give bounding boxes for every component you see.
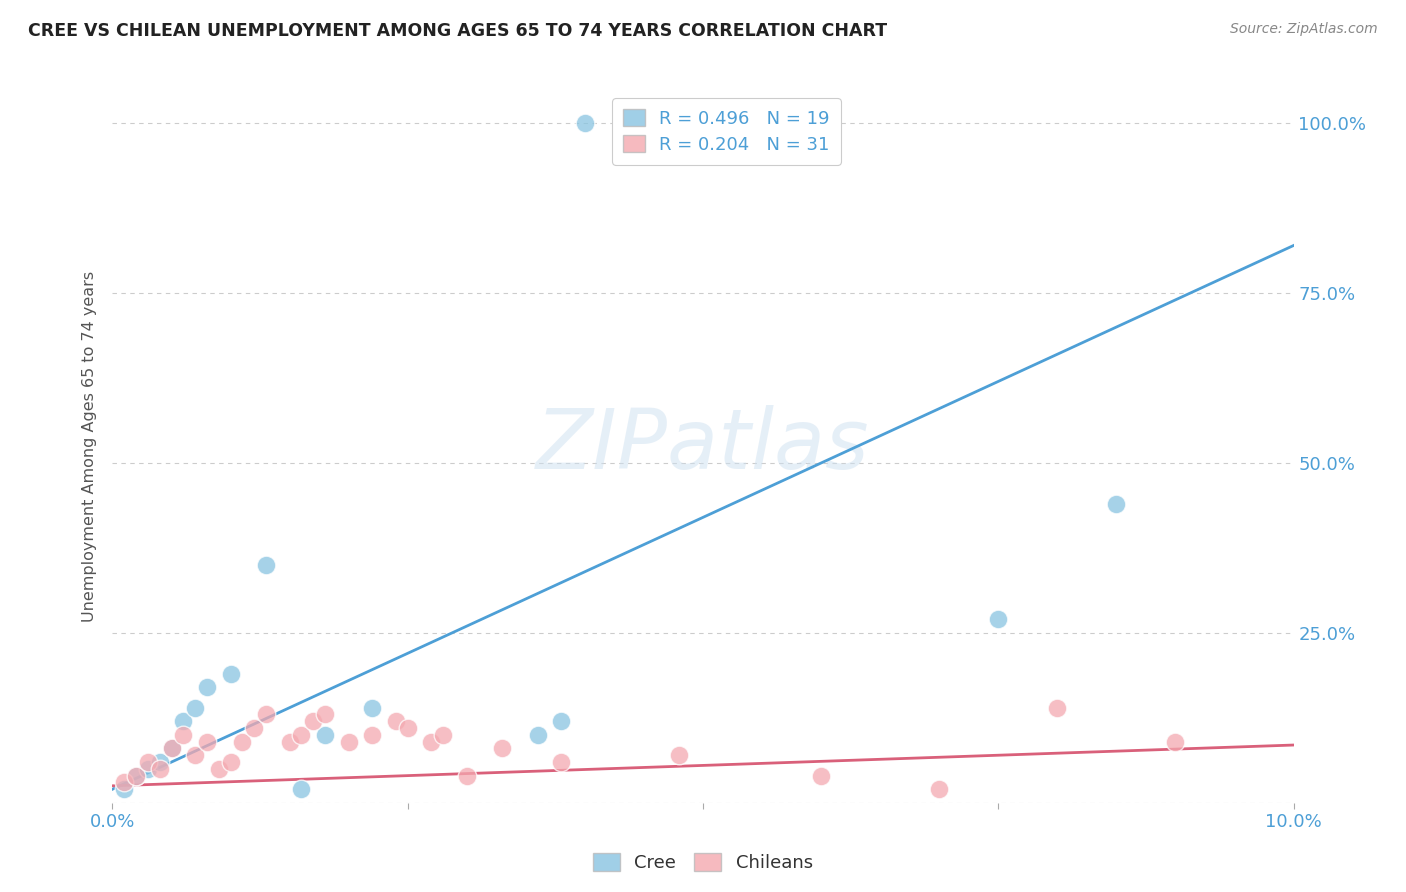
Point <box>136 755 159 769</box>
Point <box>550 714 572 729</box>
Text: CREE VS CHILEAN UNEMPLOYMENT AMONG AGES 65 TO 74 YEARS CORRELATION CHART: CREE VS CHILEAN UNEMPLOYMENT AMONG AGES … <box>28 22 887 40</box>
Point <box>172 728 194 742</box>
Point <box>278 734 301 748</box>
Point <box>668 748 690 763</box>
Point <box>550 755 572 769</box>
Text: Source: ZipAtlas.com: Source: ZipAtlas.com <box>1230 22 1378 37</box>
Point <box>125 769 148 783</box>
Point <box>491 741 513 756</box>
Point <box>1046 700 1069 714</box>
Point <box>574 116 596 130</box>
Point <box>692 116 714 130</box>
Point <box>302 714 325 729</box>
Point <box>314 707 336 722</box>
Point <box>1164 734 1187 748</box>
Point <box>112 775 135 789</box>
Point <box>219 666 242 681</box>
Point <box>1105 497 1128 511</box>
Point <box>184 700 207 714</box>
Legend: Cree, Chileans: Cree, Chileans <box>586 847 820 880</box>
Point <box>160 741 183 756</box>
Point <box>290 782 312 797</box>
Point <box>456 769 478 783</box>
Point <box>810 769 832 783</box>
Y-axis label: Unemployment Among Ages 65 to 74 years: Unemployment Among Ages 65 to 74 years <box>82 270 97 622</box>
Point <box>432 728 454 742</box>
Point <box>231 734 253 748</box>
Point <box>361 700 384 714</box>
Point <box>184 748 207 763</box>
Point <box>136 762 159 776</box>
Point <box>396 721 419 735</box>
Point <box>337 734 360 748</box>
Point <box>254 558 277 572</box>
Point <box>125 769 148 783</box>
Point <box>987 612 1010 626</box>
Point <box>526 728 548 742</box>
Text: ZIPatlas: ZIPatlas <box>536 406 870 486</box>
Point <box>420 734 443 748</box>
Point <box>149 762 172 776</box>
Point <box>149 755 172 769</box>
Point <box>385 714 408 729</box>
Point <box>160 741 183 756</box>
Point <box>172 714 194 729</box>
Point <box>195 734 218 748</box>
Point <box>928 782 950 797</box>
Point <box>314 728 336 742</box>
Point <box>195 680 218 694</box>
Point <box>290 728 312 742</box>
Point <box>208 762 231 776</box>
Point <box>254 707 277 722</box>
Point <box>243 721 266 735</box>
Point <box>112 782 135 797</box>
Point <box>361 728 384 742</box>
Point <box>219 755 242 769</box>
